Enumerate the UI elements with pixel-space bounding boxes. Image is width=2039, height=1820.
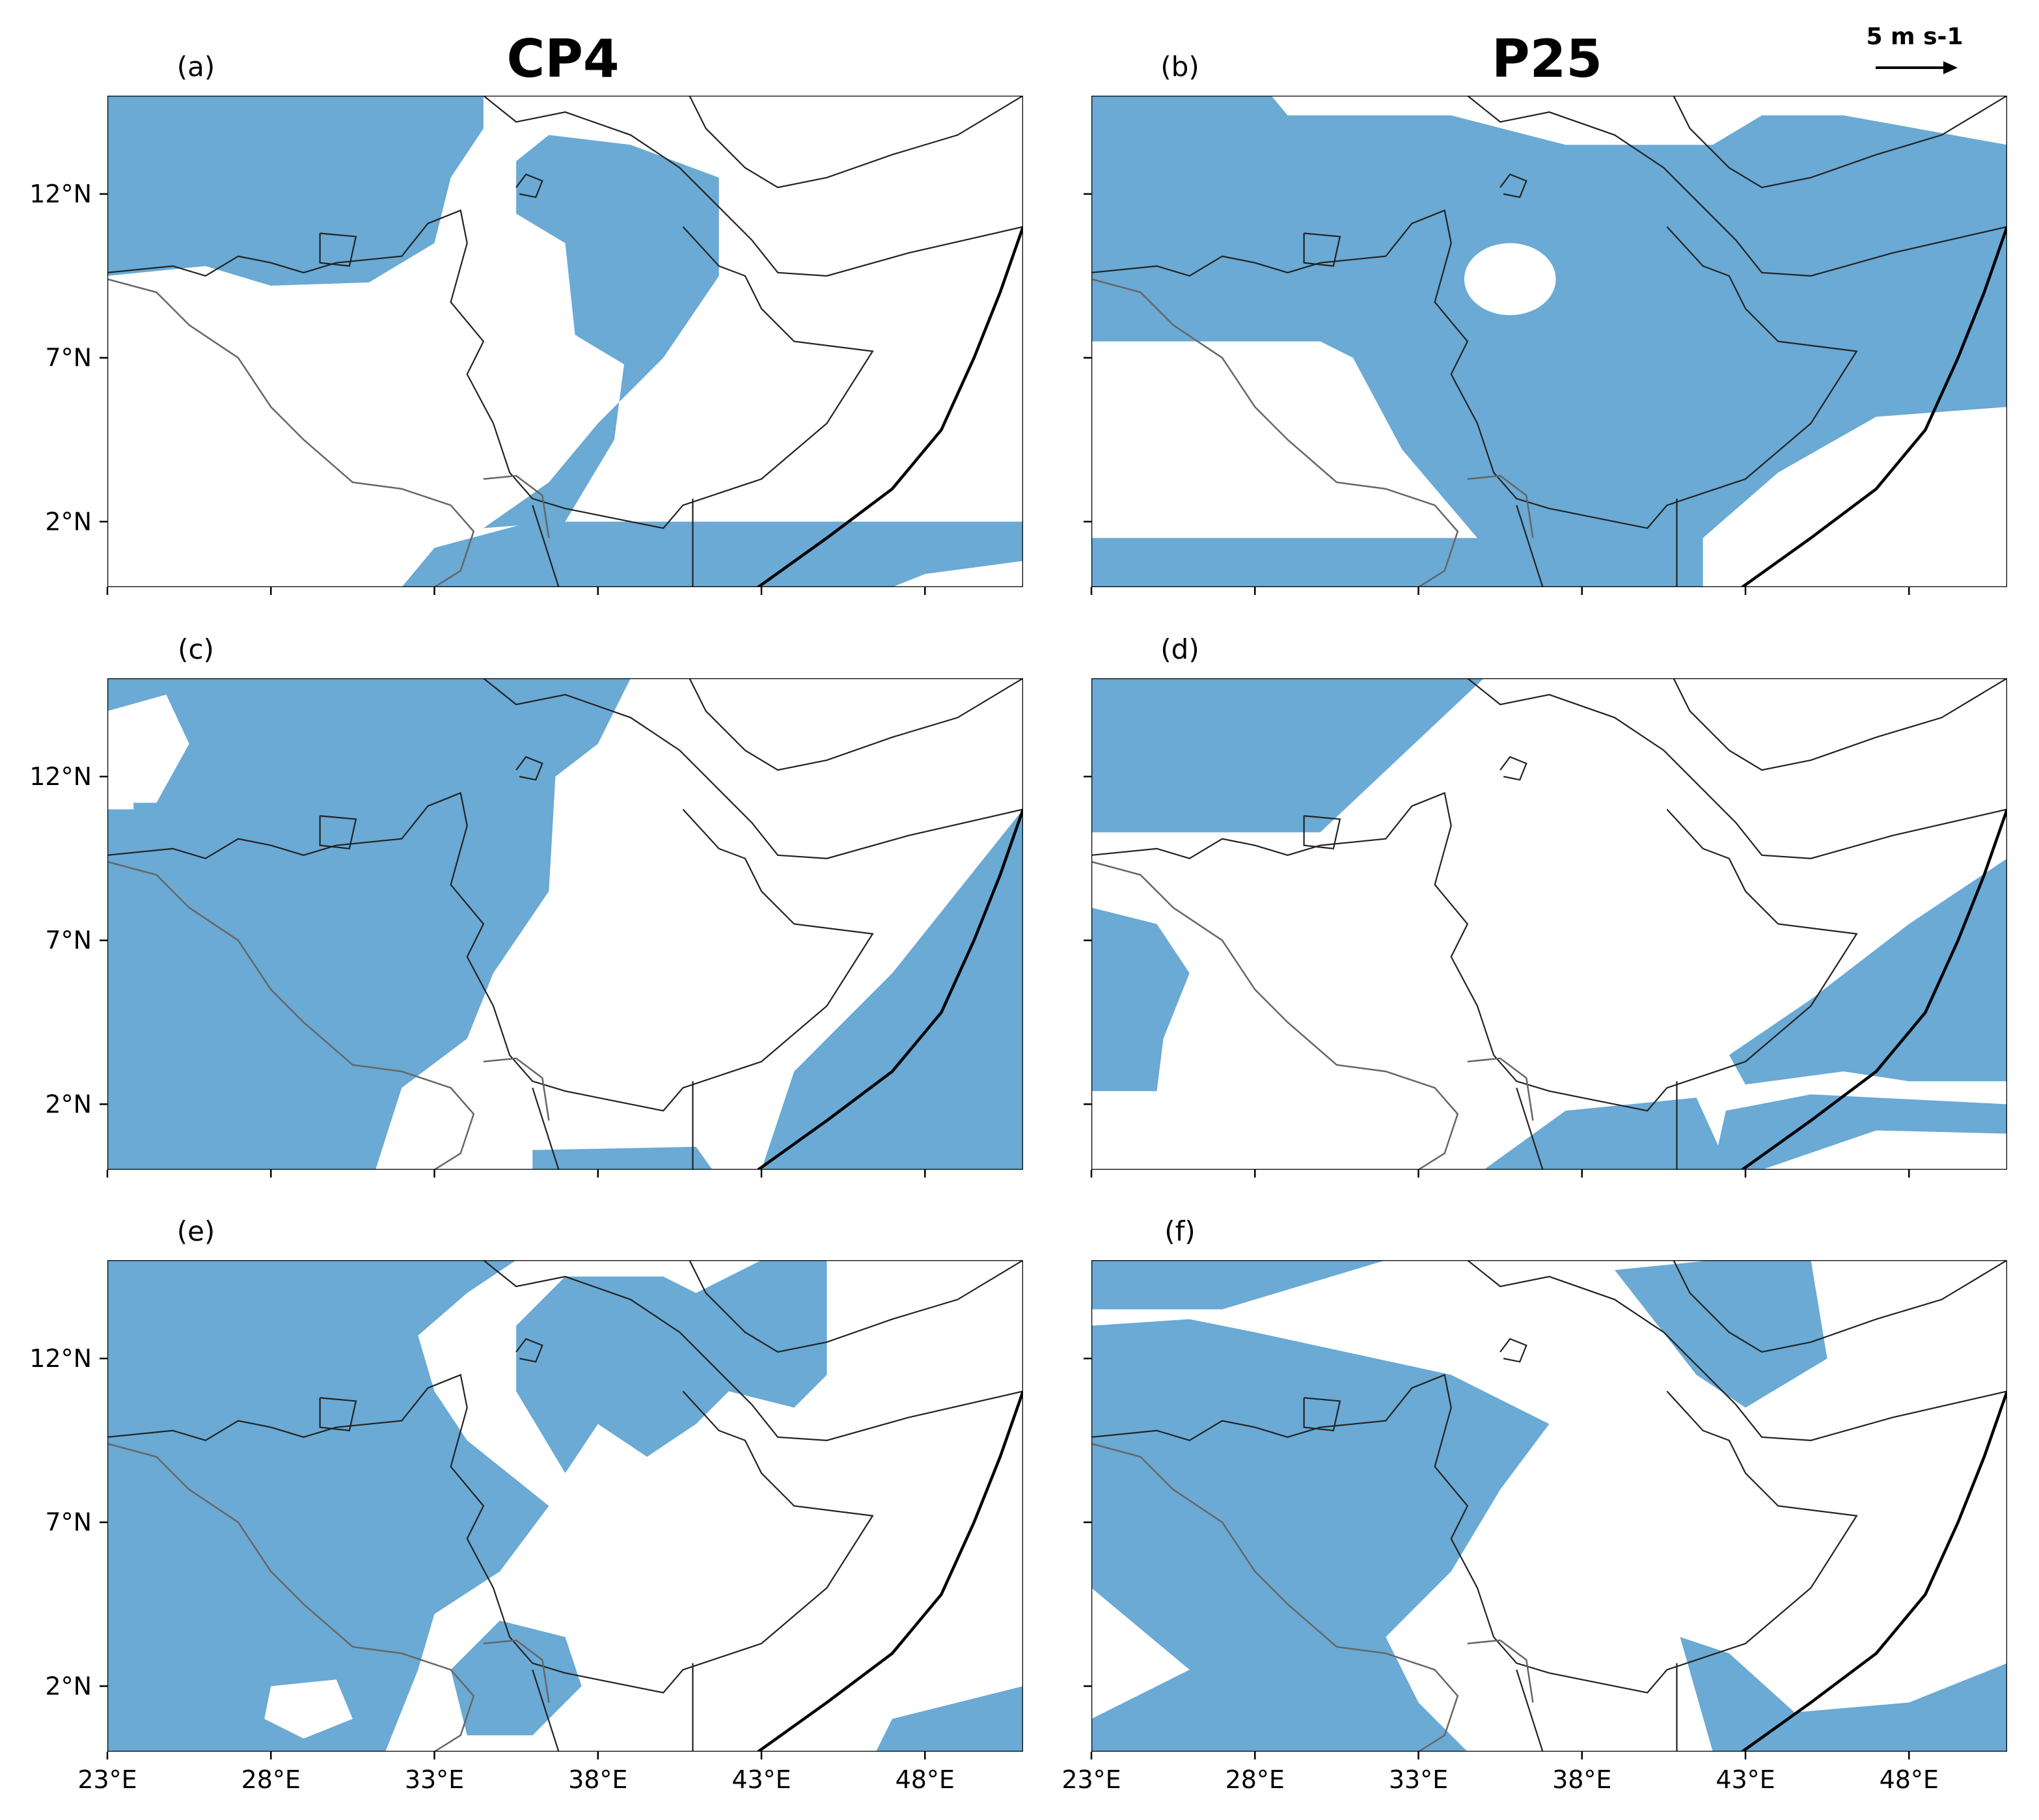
x-tick-label: 33°E [405, 1765, 464, 1794]
y-tick-label: 7°N [45, 926, 92, 955]
x-tick-label: 28°E [241, 1765, 301, 1794]
panel-label: (e) [177, 1215, 215, 1247]
map-panel [1091, 96, 2007, 587]
column-title: P25 [1492, 29, 1602, 89]
x-tick-label: 38°E [568, 1765, 627, 1794]
y-tick-label: 2°N [45, 1672, 92, 1700]
map-panel [107, 678, 1023, 1170]
y-tick-label: 12°N [29, 1344, 92, 1373]
x-tick-label: 33°E [1389, 1765, 1448, 1794]
panel-label: (c) [178, 633, 214, 665]
x-tick-label: 48°E [896, 1765, 955, 1794]
scale-arrow-head [1943, 61, 1958, 74]
y-tick-label: 12°N [29, 180, 92, 208]
panel-label: (a) [177, 51, 215, 83]
y-tick-label: 7°N [45, 1508, 92, 1537]
x-tick-label: 43°E [1716, 1765, 1775, 1794]
y-tick-label: 7°N [45, 344, 92, 372]
y-tick-label: 2°N [45, 507, 92, 536]
column-title: CP4 [506, 29, 619, 89]
x-tick-label: 23°E [1061, 1765, 1121, 1794]
y-tick-label: 12°N [29, 762, 92, 791]
y-tick-label: 2°N [45, 1090, 92, 1118]
map-panel [1091, 1260, 2007, 1752]
map-panel [1091, 678, 2007, 1170]
x-tick-label: 23°E [77, 1765, 137, 1794]
panel-label: (b) [1160, 51, 1199, 83]
panel-label: (d) [1160, 633, 1199, 665]
x-tick-label: 28°E [1225, 1765, 1285, 1794]
x-tick-label: 48°E [1880, 1765, 1939, 1794]
x-tick-label: 38°E [1552, 1765, 1611, 1794]
x-tick-label: 43°E [732, 1765, 791, 1794]
map-panel [107, 96, 1023, 587]
scale-label: 5 m s-1 [1866, 23, 1963, 50]
map-panel [107, 1260, 1023, 1752]
panel-label: (f) [1164, 1215, 1196, 1247]
